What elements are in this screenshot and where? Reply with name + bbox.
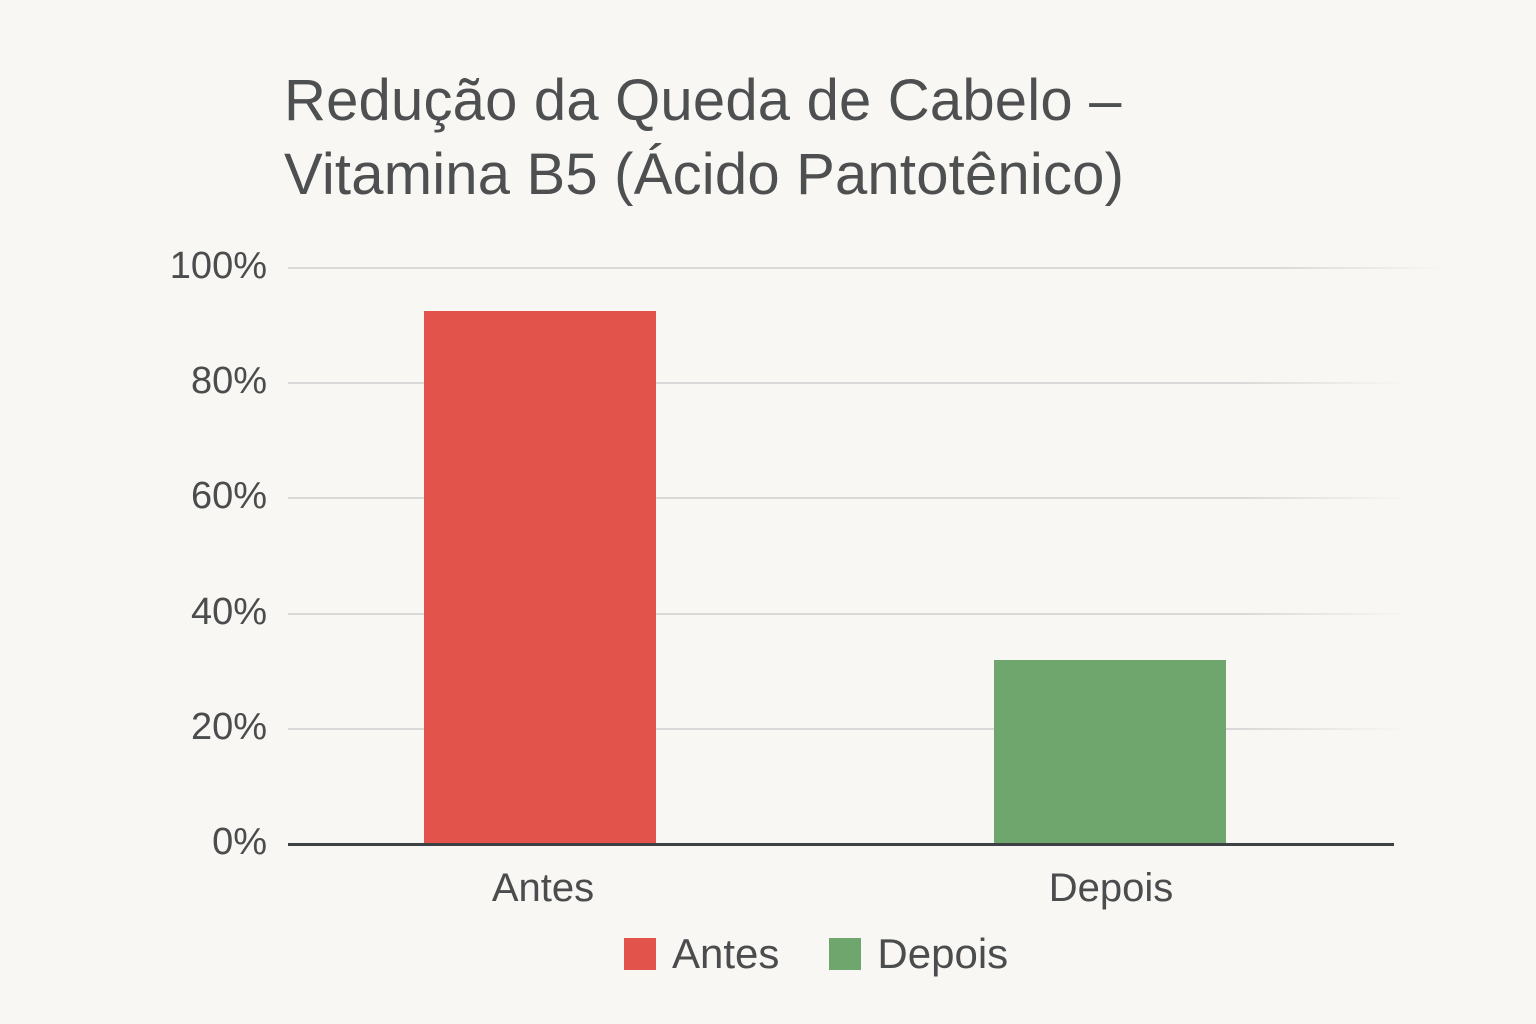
- x-tick-label-antes: Antes: [491, 866, 595, 910]
- gridline: [288, 727, 1408, 730]
- legend-label-depois: Depois: [877, 930, 1009, 977]
- y-tick-label: 60%: [190, 475, 267, 518]
- x-tick-label-depois: Depois: [1048, 866, 1174, 910]
- y-tick-label: 80%: [190, 360, 267, 403]
- y-tick-label: 40%: [190, 590, 267, 633]
- bar-depois[interactable]: [994, 659, 1226, 844]
- gridline: [288, 497, 1408, 500]
- gridline: [288, 612, 1408, 615]
- legend-item-depois[interactable]: Depois: [829, 930, 1008, 978]
- y-tick-label: 100%: [169, 245, 267, 287]
- legend: Antes Depois: [624, 930, 1058, 978]
- gridline: [288, 267, 1448, 269]
- bar-antes[interactable]: [424, 311, 656, 844]
- y-tick-label: 20%: [190, 705, 267, 748]
- legend-label-antes: Antes: [672, 930, 780, 977]
- legend-item-antes[interactable]: Antes: [624, 930, 779, 978]
- legend-swatch-antes: [624, 938, 656, 970]
- y-tick-label: 0%: [212, 821, 267, 863]
- legend-swatch-depois: [829, 938, 862, 970]
- chart-title-line-2: Vitamina B5 (Ácido Pantotênico): [284, 142, 1125, 207]
- gridline: [288, 382, 1408, 385]
- chart-title: Redução da Queda de Cabelo – Vitamina B5…: [284, 64, 1124, 212]
- x-axis-line: [288, 843, 1394, 846]
- chart-title-line-1: Redução da Queda de Cabelo –: [284, 68, 1122, 133]
